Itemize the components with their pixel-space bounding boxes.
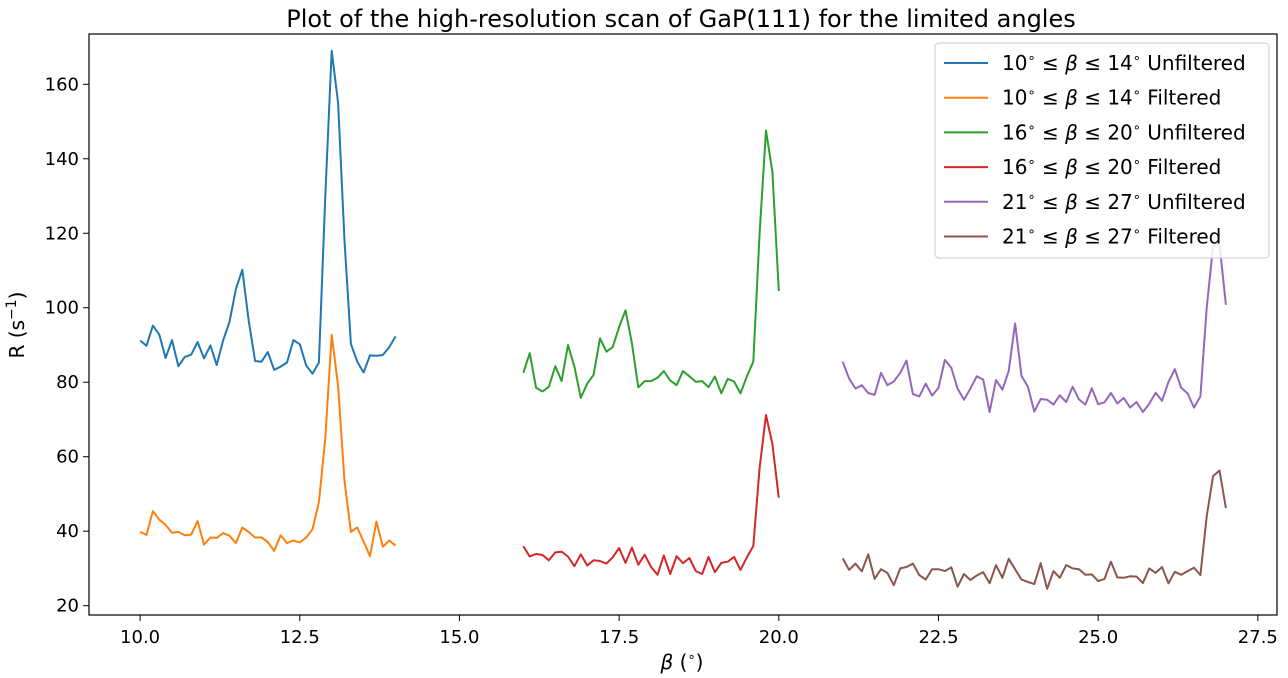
series-line-1 <box>139 49 397 375</box>
x-tick-label: 25.0 <box>1078 627 1118 648</box>
legend-label-1: 10∘ ≤ β ≤ 14∘ Unfiltered <box>1002 51 1246 75</box>
plot-frame <box>88 33 1278 616</box>
y-tick-label: 100 <box>45 298 79 319</box>
x-axis-title: β (∘) <box>660 650 704 674</box>
y-axis-title: R (s−1) <box>4 292 29 359</box>
y-tick-label: 120 <box>45 223 79 244</box>
x-tick-label: 15.0 <box>439 627 479 648</box>
x-tick-label: 20.0 <box>759 627 799 648</box>
series-line-6 <box>841 469 1227 590</box>
x-tick-label: 27.5 <box>1238 627 1278 648</box>
legend: 10∘ ≤ β ≤ 14∘ Unfiltered 10∘ ≤ β ≤ 14∘ Fi… <box>934 42 1270 259</box>
legend-label-6: 21∘ ≤ β ≤ 27∘ Filtered <box>1002 225 1221 249</box>
y-tick-label: 60 <box>56 447 79 468</box>
series-line-3 <box>522 129 780 399</box>
y-tick-label: 40 <box>56 521 79 542</box>
series-line-2 <box>139 333 397 558</box>
y-tick-label: 20 <box>56 596 79 617</box>
legend-box <box>934 42 1270 259</box>
y-tick-label: 160 <box>45 74 79 95</box>
y-tick-label: 80 <box>56 372 79 393</box>
legend-label-3: 16∘ ≤ β ≤ 20∘ Unfiltered <box>1002 120 1246 144</box>
x-tick-label: 22.5 <box>918 627 958 648</box>
series-line-5 <box>841 243 1227 413</box>
series-layer <box>139 49 1227 590</box>
chart-title: Plot of the high-resolution scan of GaP(… <box>286 5 1076 33</box>
legend-label-2: 10∘ ≤ β ≤ 14∘ Filtered <box>1002 86 1221 110</box>
legend-label-5: 21∘ ≤ β ≤ 27∘ Unfiltered <box>1002 190 1246 214</box>
x-axis: 10.0 12.5 15.0 17.5 20.0 22.5 25.0 27.5 <box>120 615 1278 648</box>
x-tick-label: 17.5 <box>599 627 639 648</box>
x-tick-label: 12.5 <box>280 627 320 648</box>
legend-label-4: 16∘ ≤ β ≤ 20∘ Filtered <box>1002 155 1221 179</box>
y-axis: 20 40 60 80 100 120 140 160 <box>45 74 89 617</box>
y-tick-label: 140 <box>45 149 79 170</box>
series-line-4 <box>522 414 780 576</box>
x-tick-label: 10.0 <box>120 627 160 648</box>
